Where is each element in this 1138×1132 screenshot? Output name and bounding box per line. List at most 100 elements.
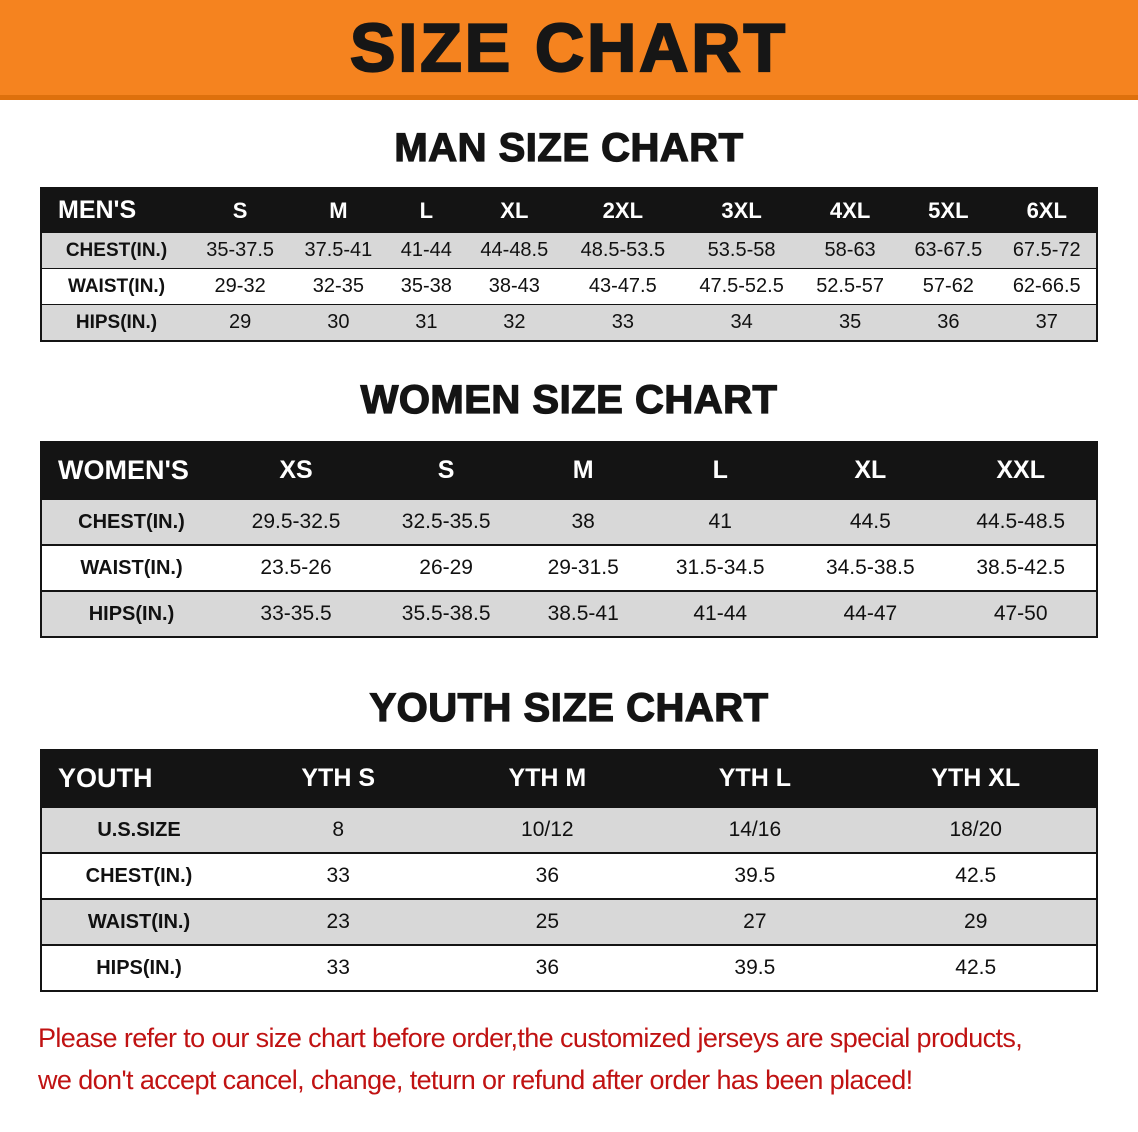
men-size-col-header: 4XL — [800, 188, 900, 233]
men-size-col-header: 5XL — [899, 188, 998, 233]
youth-measure-label: U.S.SIZE — [41, 806, 236, 853]
women-measure-value: 34.5-38.5 — [795, 544, 946, 591]
women-size-col-header: S — [371, 442, 522, 499]
women-measure-row: HIPS(IN.) 33-35.5 35.5-38.5 38.5-41 41-44 44-… — [41, 590, 1097, 637]
men-measure-value: 30 — [289, 304, 388, 341]
youth-measure-value: 36 — [440, 852, 655, 899]
men-size-col-header: 2XL — [563, 188, 683, 233]
women-measure-value: 44.5-48.5 — [945, 498, 1097, 545]
men-size-col-header: M — [289, 188, 388, 233]
women-table-title: WOMEN'S — [41, 442, 221, 499]
men-measure-value: 31 — [387, 304, 466, 341]
men-measure-value: 41-44 — [387, 232, 466, 269]
women-measure-row: WAIST(IN.) 23.5-26 26-29 29-31.5 31.5-34.5 34… — [41, 544, 1097, 591]
youth-measure-value: 39.5 — [654, 852, 856, 899]
men-size-col-header: 6XL — [997, 188, 1097, 233]
youth-size-col-header: YTH L — [654, 750, 856, 807]
youth-measure-label: WAIST(IN.) — [41, 898, 236, 945]
youth-measure-value: 25 — [440, 898, 655, 945]
men-measure-value: 35 — [800, 304, 900, 341]
men-measure-value: 58-63 — [800, 232, 900, 269]
women-measure-value: 44.5 — [795, 498, 946, 545]
men-measure-value: 62-66.5 — [997, 268, 1097, 305]
size-section-women: WOMEN SIZE CHART WOMEN'S XS S M L XL XXL CHEST(I… — [0, 377, 1138, 638]
men-measure-row: WAIST(IN.) 29-32 32-35 35-38 38-43 43-47.5 47.… — [41, 268, 1097, 305]
men-measure-value: 67.5-72 — [997, 232, 1097, 269]
youth-measure-value: 18/20 — [855, 806, 1097, 853]
men-measure-value: 43-47.5 — [563, 268, 683, 305]
men-measure-value: 53.5-58 — [682, 232, 801, 269]
youth-measure-value: 27 — [654, 898, 856, 945]
notice-line-1: Please refer to our size chart before or… — [38, 1023, 1023, 1053]
men-measure-value: 29-32 — [191, 268, 290, 305]
men-measure-value: 34 — [682, 304, 801, 341]
men-size-col-header: L — [387, 188, 466, 233]
youth-measure-label: CHEST(IN.) — [41, 852, 236, 899]
women-measure-value: 32.5-35.5 — [371, 498, 522, 545]
women-size-col-header: XXL — [945, 442, 1097, 499]
men-measure-value: 52.5-57 — [800, 268, 900, 305]
men-measure-value: 35-37.5 — [191, 232, 290, 269]
women-measure-value: 29-31.5 — [521, 544, 646, 591]
size-section-youth: YOUTH SIZE CHART YOUTH YTH S YTH M YTH L YTH … — [0, 685, 1138, 992]
women-measure-label: WAIST(IN.) — [41, 544, 221, 591]
women-measure-value: 26-29 — [371, 544, 522, 591]
footer-notice: Please refer to our size chart before or… — [38, 1018, 1100, 1102]
men-measure-value: 37.5-41 — [289, 232, 388, 269]
women-measure-value: 44-47 — [795, 590, 946, 637]
women-measure-value: 33-35.5 — [221, 590, 372, 637]
youth-measure-value: 33 — [236, 944, 441, 991]
men-size-table: MEN'S S M L XL 2XL 3XL 4XL 5XL 6XL CHEST(IN.) 35-37… — [40, 187, 1098, 342]
men-measure-value: 38-43 — [465, 268, 564, 305]
sections-container: MAN SIZE CHART MEN'S S M L XL 2XL 3XL 4XL 5XL 6XL C… — [0, 125, 1138, 992]
youth-measure-label: HIPS(IN.) — [41, 944, 236, 991]
men-measure-value: 32-35 — [289, 268, 388, 305]
youth-measure-value: 36 — [440, 944, 655, 991]
youth-measure-value: 42.5 — [855, 852, 1097, 899]
youth-measure-row: WAIST(IN.) 23 25 27 29 — [41, 898, 1097, 945]
women-size-col-header: L — [645, 442, 796, 499]
youth-measure-row: HIPS(IN.) 33 36 39.5 42.5 — [41, 944, 1097, 991]
women-size-col-header: XS — [221, 442, 372, 499]
youth-size-table: YOUTH YTH S YTH M YTH L YTH XL U.S.SIZE 8 10/12… — [40, 749, 1098, 992]
men-measure-value: 63-67.5 — [899, 232, 998, 269]
men-measure-value: 35-38 — [387, 268, 466, 305]
men-measure-label: HIPS(IN.) — [41, 304, 191, 341]
youth-measure-value: 8 — [236, 806, 441, 853]
women-measure-value: 38.5-42.5 — [945, 544, 1097, 591]
men-measure-row: HIPS(IN.) 29 30 31 32 33 34 35 36 37 — [41, 304, 1097, 341]
women-size-col-header: M — [521, 442, 646, 499]
youth-measure-value: 23 — [236, 898, 441, 945]
men-measure-value: 57-62 — [899, 268, 998, 305]
women-header-row: WOMEN'S XS S M L XL XXL — [41, 442, 1097, 499]
youth-size-col-header: YTH S — [236, 750, 441, 807]
men-size-col-header: S — [191, 188, 290, 233]
women-size-col-header: XL — [795, 442, 946, 499]
youth-measure-value: 42.5 — [855, 944, 1097, 991]
men-measure-value: 33 — [563, 304, 683, 341]
men-measure-row: CHEST(IN.) 35-37.5 37.5-41 41-44 44-48.5 48.5… — [41, 232, 1097, 269]
youth-measure-value: 29 — [855, 898, 1097, 945]
women-measure-value: 47-50 — [945, 590, 1097, 637]
youth-size-col-header: YTH XL — [855, 750, 1097, 807]
women-section-heading: WOMEN SIZE CHART — [360, 377, 778, 422]
men-table-title: MEN'S — [41, 188, 191, 233]
youth-measure-value: 33 — [236, 852, 441, 899]
women-measure-value: 31.5-34.5 — [645, 544, 796, 591]
men-size-col-header: 3XL — [682, 188, 801, 233]
youth-measure-value: 14/16 — [654, 806, 856, 853]
banner: SIZE CHART — [0, 0, 1138, 100]
youth-size-col-header: YTH M — [440, 750, 655, 807]
men-measure-value: 48.5-53.5 — [563, 232, 683, 269]
women-measure-value: 41 — [645, 498, 796, 545]
youth-section-heading: YOUTH SIZE CHART — [369, 685, 769, 730]
women-measure-label: CHEST(IN.) — [41, 498, 221, 545]
women-measure-row: CHEST(IN.) 29.5-32.5 32.5-35.5 38 41 44.5 44.5… — [41, 498, 1097, 545]
women-measure-label: HIPS(IN.) — [41, 590, 221, 637]
women-size-table: WOMEN'S XS S M L XL XXL CHEST(IN.) 29.5-32.5 32.5… — [40, 441, 1098, 638]
women-measure-value: 38 — [521, 498, 646, 545]
women-measure-value: 35.5-38.5 — [371, 590, 522, 637]
size-chart-page: SIZE CHART MAN SIZE CHART MEN'S S M L XL 2XL 3X… — [0, 0, 1138, 1102]
men-measure-label: CHEST(IN.) — [41, 232, 191, 269]
men-measure-value: 37 — [997, 304, 1097, 341]
